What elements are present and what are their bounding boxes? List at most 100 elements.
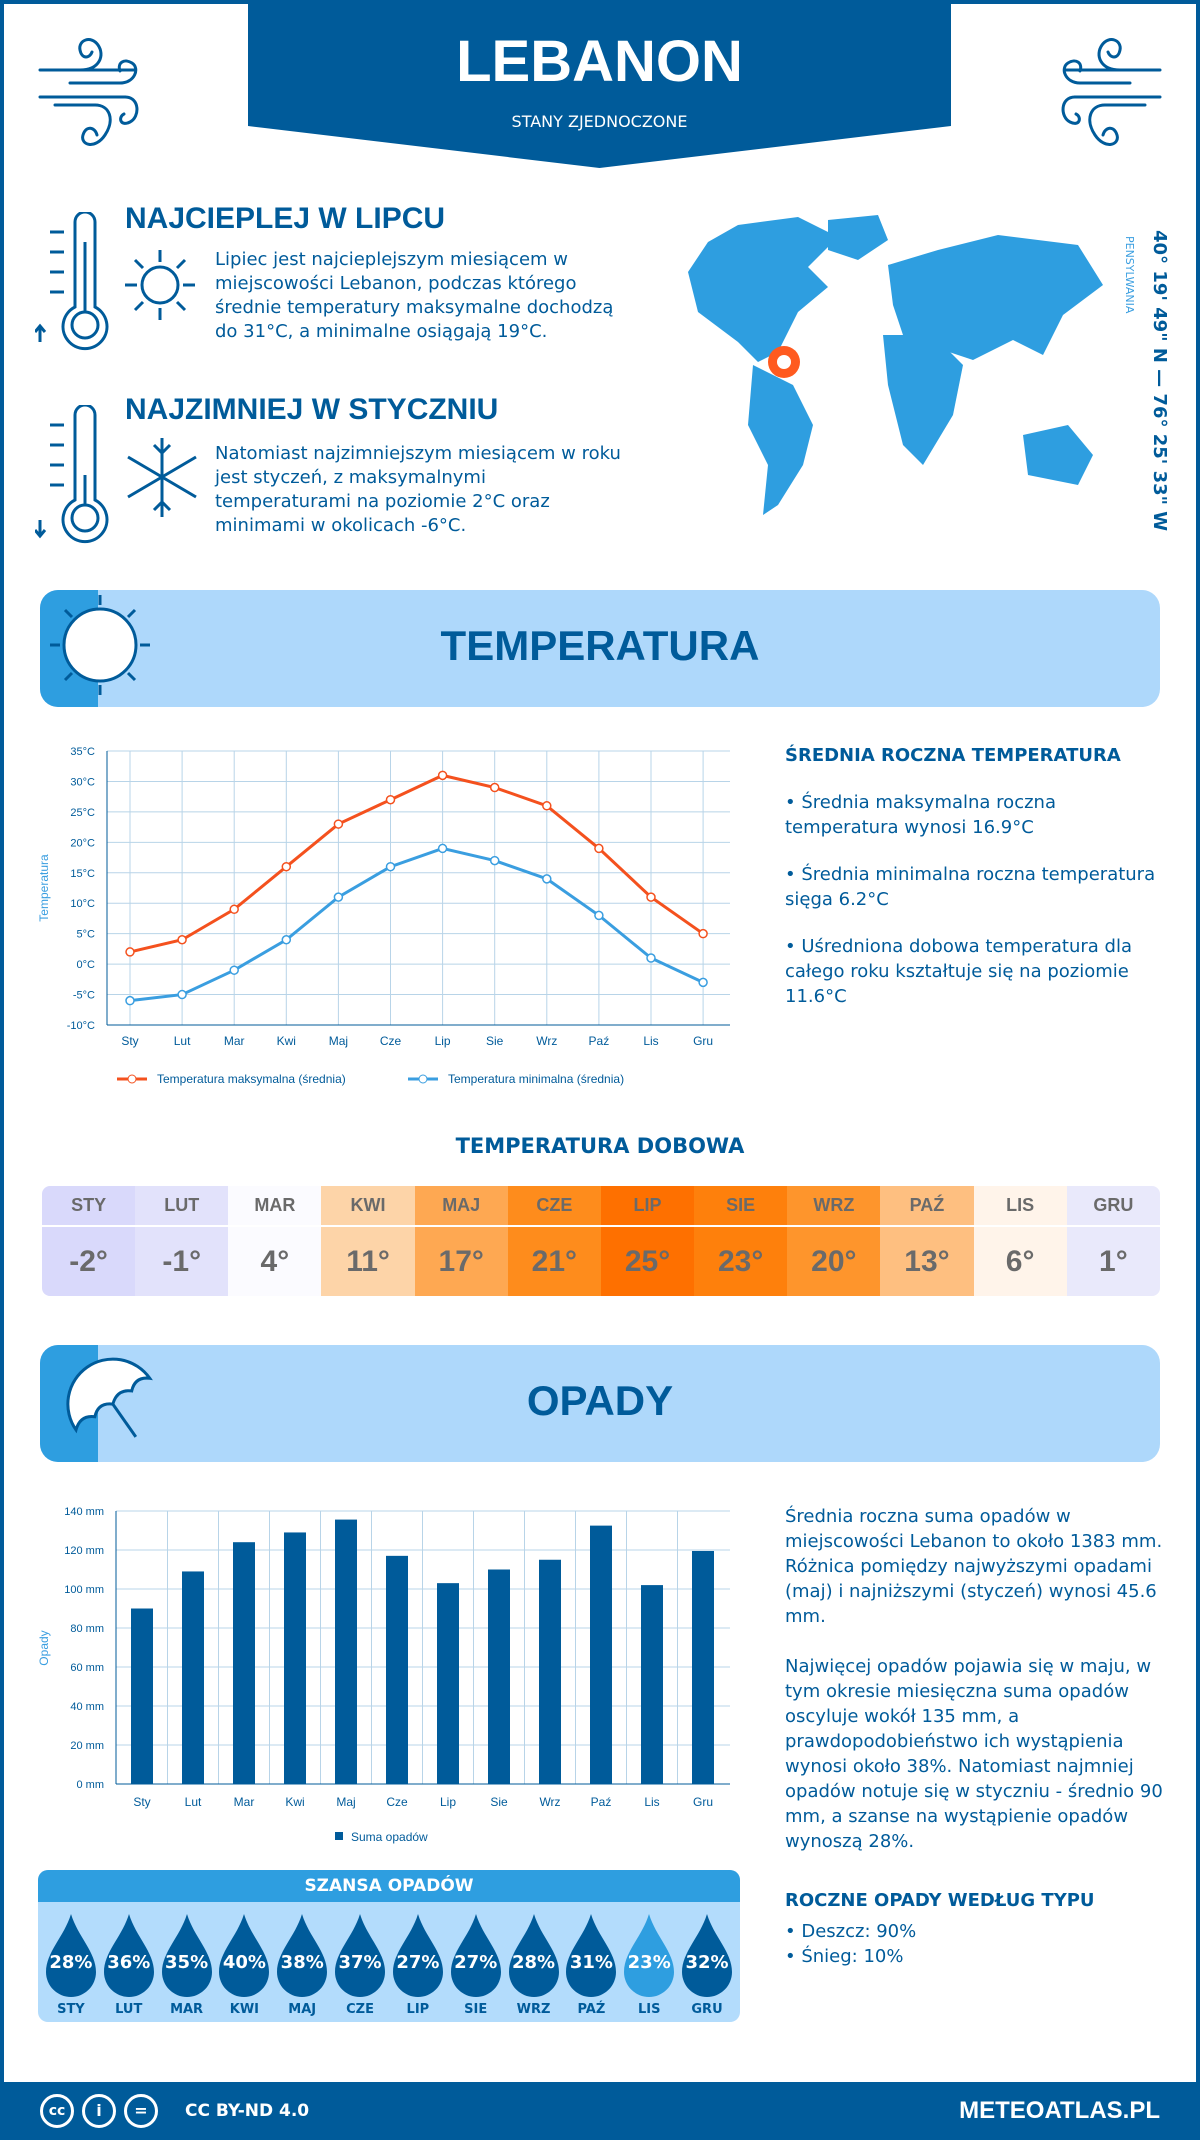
x-tick-label: Wrz (539, 1795, 560, 1809)
x-tick-label: Lut (174, 1034, 191, 1048)
chance-month: LUT (115, 2002, 143, 2017)
precip-bar (488, 1569, 510, 1784)
wind-icon (1061, 38, 1162, 146)
daily-month: SIE (694, 1186, 788, 1227)
y-tick-label: 140 mm (64, 1506, 104, 1518)
y-tick-label: 5°C (77, 929, 96, 941)
coldest-title: NAJZIMNIEJ W STYCZNIU (125, 393, 499, 426)
daily-temp-title: TEMPERATURA DOBOWA (455, 1134, 745, 1158)
precip-bar (641, 1585, 663, 1784)
precip-chart: 0 mm 20 mm 40 mm 60 mm 80 mm 100 mm 120 mm 140 … (37, 1506, 730, 1844)
daily-month: CZE (507, 1186, 601, 1227)
legend-swatch (335, 1832, 343, 1840)
x-tick-label: Sty (121, 1034, 138, 1048)
data-point (385, 861, 396, 872)
x-tick-label: Sie (486, 1034, 504, 1048)
x-tick-label: Lis (644, 1795, 659, 1809)
precip-chance-item: 38%MAJ (273, 1912, 331, 2017)
data-point (281, 935, 292, 945)
daily-month: MAR (228, 1186, 322, 1227)
precip-type-snow: • Śnieg: 10% (785, 1946, 904, 1967)
temperature-heading: TEMPERATURA (440, 622, 760, 669)
x-tick-label: Gru (693, 1034, 713, 1048)
raindrop-icon (508, 1914, 559, 1997)
precip-bar (335, 1519, 357, 1784)
x-tick-label: Lut (185, 1795, 202, 1809)
precip-chance-item: 35%MAR (158, 1912, 216, 2017)
warmest-text: Lipiec jest najcieplejszym miesiącem w m… (215, 249, 614, 342)
site-link[interactable]: METEOATLAS.PL (959, 2097, 1160, 2124)
x-tick-label: Maj (329, 1034, 348, 1048)
license-icons: cc i = (40, 2094, 158, 2128)
umbrella-icon (66, 1357, 153, 1438)
data-point (177, 935, 187, 945)
warmest-title: NAJCIEPLEJ W LIPCU (125, 202, 446, 235)
x-tick-label: Lip (435, 1034, 451, 1048)
x-tick-label: Cze (380, 1034, 402, 1048)
y-tick-label: 60 mm (70, 1662, 104, 1674)
precip-types-title: ROCZNE OPADY WEDŁUG TYPU (785, 1890, 1095, 1911)
chance-month: MAR (170, 2002, 204, 2017)
temperature-banner: TEMPERATURA (40, 590, 1160, 707)
thermometer-hot-icon (35, 212, 109, 351)
precip-bar (590, 1525, 612, 1784)
raindrop-icon (624, 1914, 675, 1997)
coordinates: 40° 19' 49" N — 76° 25' 33" W (1149, 230, 1170, 532)
x-tick-label: Mar (224, 1034, 245, 1048)
summary-max: • Średnia maksymalna roczna temperatura … (785, 792, 1056, 838)
precip-chance-item: 36%LUT (100, 1912, 158, 2017)
daily-month: PAŹ (880, 1186, 974, 1227)
daily-month: WRZ (787, 1186, 881, 1227)
data-point (385, 794, 396, 805)
y-tick-label: 15°C (70, 868, 95, 880)
legend-label: Suma opadów (351, 1830, 428, 1844)
y-tick-label: 30°C (70, 776, 95, 788)
daily-temp-value: 21° (507, 1226, 601, 1296)
precip-bar (182, 1571, 204, 1784)
daily-temp-value: -1° (135, 1226, 229, 1296)
coldest-text: Natomiast najzimniejszym miesiącem w rok… (215, 443, 621, 536)
daily-temp-value: 6° (973, 1226, 1067, 1296)
daily-temp-value: 17° (414, 1226, 508, 1296)
y-axis-label: Opady (37, 1630, 51, 1665)
daily-temp-value: 23° (694, 1226, 788, 1296)
precip-chance-item: 37%CZE (331, 1912, 389, 2017)
chance-month: SIE (464, 2002, 488, 2017)
precip-chance-panel: SZANSA OPADÓW 28%STY36%LUT35%MAR40%KWI38… (38, 1870, 740, 2022)
precip-heading: OPADY (526, 1377, 674, 1424)
raindrop-icon (45, 1914, 96, 1997)
data-point (281, 861, 292, 872)
temperature-summary-title: ŚREDNIA ROCZNA TEMPERATURA (785, 745, 1121, 766)
precip-chance-item: 27%SIE (447, 1912, 505, 2017)
data-point (646, 953, 656, 963)
daily-month: KWI (321, 1186, 415, 1227)
chance-month: PAŹ (577, 2002, 606, 2017)
city-title: LEBANON (456, 29, 743, 94)
wind-icon (38, 38, 139, 146)
chance-month: WRZ (516, 2002, 551, 2017)
data-point (229, 965, 239, 975)
raindrop-icon (219, 1914, 270, 1997)
raindrop-icon (161, 1914, 212, 1997)
precip-chance-item: 32%GRU (678, 1912, 736, 2017)
snowflake-icon (127, 438, 197, 517)
x-tick-label: Cze (386, 1795, 408, 1809)
data-point (542, 874, 552, 884)
data-point (594, 910, 604, 921)
precip-type-rain: • Deszcz: 90% (785, 1921, 917, 1942)
daily-month: GRU (1066, 1186, 1160, 1227)
precip-chance-item: 31%PAŹ (562, 1912, 620, 2017)
precip-summary: Średnia roczna suma opadów w miejscowośc… (785, 1504, 1165, 1854)
country-subtitle: STANY ZJEDNOCZONE (511, 112, 688, 131)
y-tick-label: 10°C (70, 898, 95, 910)
daily-month: LIS (973, 1186, 1067, 1227)
footer: cc i = CC BY-ND 4.0 METEOATLAS.PL (0, 2082, 1200, 2140)
daily-temp-value: -2° (42, 1226, 136, 1296)
raindrop-icon (103, 1914, 154, 1997)
data-point (333, 819, 344, 829)
y-tick-label: -5°C (73, 990, 95, 1002)
y-axis-label: Temperatura (37, 854, 51, 922)
daily-temp-table: STY LUT MAR KWI MAJ CZE LIP SIE WRZ PAŹ LIS GRU -2° -… (42, 1186, 1160, 1296)
raindrop-icon (392, 1914, 443, 1997)
precip-chance-item: 23%LIS (620, 1912, 678, 2017)
